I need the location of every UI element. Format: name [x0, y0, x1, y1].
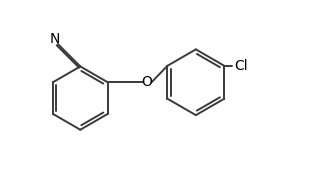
Text: O: O [142, 75, 153, 89]
Text: Cl: Cl [234, 59, 248, 73]
Text: N: N [50, 32, 60, 46]
